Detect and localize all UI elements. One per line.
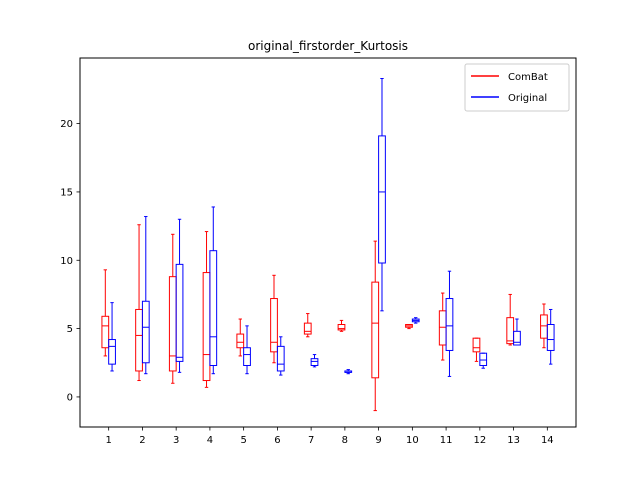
original-box: [546, 324, 555, 351]
combat-box: [101, 315, 110, 349]
combat-box: [236, 333, 245, 349]
x-tick-label: 1: [105, 435, 111, 446]
combat-box: [472, 337, 481, 353]
original-box: [108, 339, 116, 365]
chart-title: original_firstorder_Kurtosis: [248, 39, 408, 53]
x-tick-label: 9: [375, 435, 381, 446]
original-box: [310, 358, 319, 366]
combat-box: [506, 317, 515, 345]
x-tick-label: 14: [541, 435, 554, 446]
legend-label-original: Original: [508, 93, 547, 104]
x-tick-label: 2: [139, 435, 145, 446]
y-tick-label: 0: [67, 392, 73, 403]
x-tick-label: 11: [440, 435, 453, 446]
y-tick-label: 10: [60, 256, 73, 267]
original-box: [209, 250, 218, 366]
x-tick-label: 6: [274, 435, 280, 446]
combat-box: [371, 281, 380, 379]
original-box: [276, 345, 285, 372]
combat-box: [270, 298, 278, 353]
y-tick-label: 15: [60, 187, 73, 198]
combat-box: [303, 322, 312, 335]
original-box: [175, 263, 184, 362]
x-tick-label: 3: [173, 435, 179, 446]
y-tick-label: 5: [67, 324, 73, 335]
original-box: [378, 135, 386, 264]
x-tick-label: 8: [342, 435, 348, 446]
legend-label-combat: ComBat: [508, 72, 548, 83]
original-box: [479, 352, 488, 367]
y-tick-label: 20: [60, 119, 73, 130]
x-tick-label: 7: [308, 435, 314, 446]
original-box: [141, 300, 150, 364]
original-box: [243, 347, 251, 367]
original-box: [445, 298, 454, 351]
x-tick-label: 13: [507, 435, 520, 446]
x-tick-label: 12: [473, 435, 486, 446]
x-tick-label: 10: [406, 435, 419, 446]
x-tick-label: 4: [207, 435, 213, 446]
legend: ComBat Original: [464, 63, 570, 112]
original-box: [513, 330, 521, 346]
x-tick-label: 5: [240, 435, 246, 446]
combat-box: [337, 324, 346, 331]
axes-frame: [79, 57, 577, 428]
